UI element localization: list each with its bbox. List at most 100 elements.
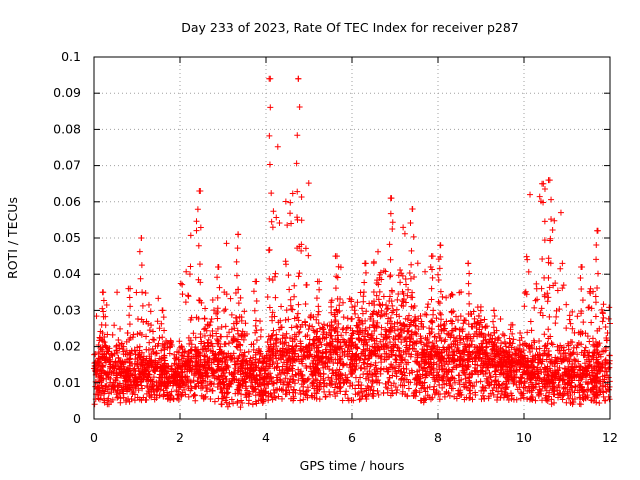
data-point: [221, 307, 228, 314]
data-point: [169, 374, 176, 381]
data-point: [264, 294, 271, 301]
data-point: [178, 392, 185, 399]
data-point: [184, 363, 191, 370]
data-point: [191, 383, 198, 390]
data-point: [309, 340, 316, 347]
data-point: [147, 308, 154, 315]
data-point: [384, 354, 391, 361]
data-point: [274, 386, 281, 393]
data-point: [370, 288, 377, 295]
data-point: [309, 393, 316, 400]
data-point: [314, 278, 321, 285]
data-point: [389, 302, 396, 309]
data-point: [213, 367, 220, 374]
data-point: [357, 365, 364, 372]
data-point: [370, 390, 377, 397]
data-point: [207, 396, 214, 403]
data-point: [99, 289, 106, 296]
data-point: [223, 367, 230, 374]
data-point: [237, 364, 244, 371]
data-point: [269, 352, 276, 359]
data-point: [205, 336, 212, 343]
data-point: [111, 350, 118, 357]
data-point: [267, 104, 274, 111]
data-point: [371, 327, 378, 334]
data-point: [156, 392, 163, 399]
data-point: [124, 330, 131, 337]
data-point: [142, 357, 149, 364]
data-point: [280, 387, 287, 394]
data-point: [201, 315, 208, 322]
data-point: [331, 384, 338, 391]
data-point: [373, 340, 380, 347]
data-point: [405, 286, 412, 293]
data-point: [92, 350, 99, 357]
data-point: [363, 385, 370, 392]
x-tick-label: 8: [434, 430, 442, 445]
data-point: [164, 339, 171, 346]
data-point: [350, 342, 357, 349]
data-point: [195, 315, 202, 322]
data-point: [209, 387, 216, 394]
data-point: [187, 378, 194, 385]
data-point: [269, 277, 276, 284]
data-point: [285, 346, 292, 353]
data-point: [252, 356, 259, 363]
data-point: [307, 314, 314, 321]
data-point: [370, 348, 377, 355]
data-point: [295, 75, 302, 82]
data-point: [213, 310, 220, 317]
data-point: [222, 354, 229, 361]
data-point: [216, 284, 223, 291]
data-point: [258, 387, 265, 394]
data-point: [317, 373, 324, 380]
data-point: [342, 342, 349, 349]
data-point: [109, 331, 116, 338]
data-point: [205, 342, 212, 349]
data-point: [234, 360, 241, 367]
data-point: [245, 390, 252, 397]
data-point: [112, 377, 119, 384]
data-point: [114, 289, 121, 296]
data-point: [145, 346, 152, 353]
data-point: [201, 343, 208, 350]
data-point: [369, 378, 376, 385]
data-point: [243, 357, 250, 364]
data-point: [265, 371, 272, 378]
data-point: [127, 382, 134, 389]
data-point: [218, 324, 225, 331]
data-point: [321, 388, 328, 395]
data-point: [123, 347, 130, 354]
data-point: [137, 275, 144, 282]
grid-lines: [94, 57, 610, 419]
data-point: [316, 335, 323, 342]
data-point: [259, 391, 266, 398]
data-point: [151, 396, 158, 403]
data-point: [305, 180, 312, 187]
data-point: [295, 301, 302, 308]
data-point: [187, 263, 194, 270]
data-point: [252, 317, 259, 324]
data-point: [386, 293, 393, 300]
data-point: [179, 281, 186, 288]
data-point: [360, 289, 367, 296]
data-point: [138, 376, 145, 383]
data-point: [300, 396, 307, 403]
data-point: [288, 324, 295, 331]
data-point: [223, 399, 230, 406]
data-point: [375, 391, 382, 398]
data-point: [214, 367, 221, 374]
data-point: [292, 350, 299, 357]
data-point: [315, 367, 322, 374]
data-point: [335, 263, 342, 270]
data-point: [109, 383, 116, 390]
data-point: [336, 307, 343, 314]
data-point: [305, 252, 312, 259]
data-point: [161, 344, 168, 351]
data-point: [93, 313, 100, 320]
data-point: [339, 326, 346, 333]
data-point: [337, 339, 344, 346]
data-point: [197, 334, 204, 341]
data-point: [380, 389, 387, 396]
data-point: [392, 352, 399, 359]
